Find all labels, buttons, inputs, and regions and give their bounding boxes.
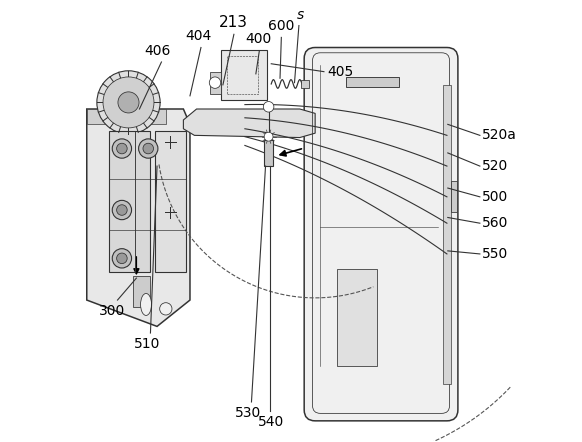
Text: 520a: 520a — [482, 128, 517, 142]
Circle shape — [103, 77, 154, 128]
Circle shape — [143, 143, 154, 154]
Text: 500: 500 — [482, 190, 508, 204]
Text: 540: 540 — [258, 415, 285, 429]
Bar — [264, 140, 274, 166]
Circle shape — [116, 143, 127, 154]
Text: 530: 530 — [235, 406, 261, 420]
Circle shape — [210, 77, 221, 88]
Circle shape — [116, 205, 127, 215]
FancyBboxPatch shape — [304, 47, 458, 421]
Circle shape — [264, 132, 273, 141]
Bar — [221, 50, 267, 100]
Bar — [301, 80, 308, 88]
Text: 400: 400 — [245, 32, 271, 46]
Bar — [337, 269, 377, 366]
Circle shape — [118, 92, 139, 113]
Text: 300: 300 — [99, 304, 125, 317]
Bar — [451, 182, 457, 212]
Text: 550: 550 — [482, 247, 508, 261]
Text: 600: 600 — [268, 19, 294, 33]
Text: 213: 213 — [218, 15, 247, 30]
Circle shape — [112, 139, 132, 158]
Circle shape — [263, 102, 274, 112]
Bar — [346, 77, 399, 87]
Circle shape — [116, 253, 127, 263]
Circle shape — [112, 249, 132, 268]
Circle shape — [159, 303, 172, 315]
Text: 520: 520 — [482, 159, 508, 173]
Circle shape — [112, 200, 132, 220]
Text: 405: 405 — [327, 65, 353, 79]
Text: 510: 510 — [134, 337, 160, 351]
Circle shape — [97, 71, 160, 134]
Circle shape — [139, 139, 158, 158]
Polygon shape — [183, 109, 315, 137]
Bar — [228, 56, 258, 94]
Text: 404: 404 — [186, 29, 212, 43]
Polygon shape — [87, 109, 190, 326]
Bar — [443, 85, 451, 384]
Text: s: s — [297, 8, 304, 23]
Text: 406: 406 — [144, 44, 170, 57]
Bar — [133, 276, 151, 307]
Bar — [109, 131, 151, 271]
Ellipse shape — [141, 293, 151, 316]
Bar — [87, 109, 166, 124]
Text: 560: 560 — [482, 216, 509, 230]
Bar — [155, 131, 186, 271]
Bar — [210, 72, 221, 94]
